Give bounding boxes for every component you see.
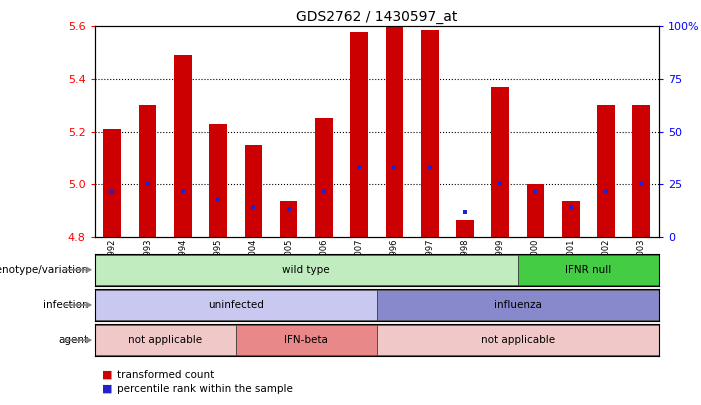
Bar bbox=[174, 55, 191, 237]
Bar bbox=[95, 290, 377, 320]
Bar bbox=[456, 220, 474, 237]
Bar bbox=[377, 290, 659, 320]
Bar bbox=[104, 129, 121, 237]
Text: uninfected: uninfected bbox=[207, 300, 264, 310]
Text: IFN-beta: IFN-beta bbox=[285, 335, 328, 345]
Bar bbox=[95, 255, 518, 285]
Bar bbox=[350, 32, 368, 237]
Text: ■: ■ bbox=[102, 384, 112, 394]
Text: agent: agent bbox=[59, 335, 89, 345]
Text: wild type: wild type bbox=[283, 265, 330, 275]
Bar bbox=[421, 30, 439, 237]
Text: influenza: influenza bbox=[494, 300, 542, 310]
Text: not applicable: not applicable bbox=[481, 335, 555, 345]
Bar bbox=[245, 145, 262, 237]
Title: GDS2762 / 1430597_at: GDS2762 / 1430597_at bbox=[296, 10, 458, 24]
Bar bbox=[491, 87, 509, 237]
Bar bbox=[95, 325, 236, 355]
Bar bbox=[236, 325, 377, 355]
Text: ■: ■ bbox=[102, 370, 112, 379]
Bar bbox=[526, 184, 544, 237]
Text: genotype/variation: genotype/variation bbox=[0, 265, 89, 275]
Text: IFNR null: IFNR null bbox=[565, 265, 611, 275]
Bar bbox=[315, 119, 333, 237]
Bar bbox=[139, 105, 156, 237]
Bar bbox=[386, 26, 403, 237]
Text: infection: infection bbox=[43, 300, 89, 310]
Text: percentile rank within the sample: percentile rank within the sample bbox=[117, 384, 293, 394]
Bar bbox=[377, 325, 659, 355]
Bar bbox=[518, 255, 659, 285]
Text: not applicable: not applicable bbox=[128, 335, 202, 345]
Bar bbox=[632, 105, 650, 237]
Bar bbox=[562, 201, 580, 237]
Bar bbox=[210, 124, 227, 237]
Bar bbox=[597, 105, 615, 237]
Text: transformed count: transformed count bbox=[117, 370, 215, 379]
Bar bbox=[280, 201, 297, 237]
